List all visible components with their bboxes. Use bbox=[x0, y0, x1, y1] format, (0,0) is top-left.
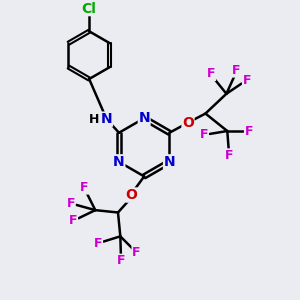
Text: F: F bbox=[232, 64, 241, 77]
Text: F: F bbox=[200, 128, 208, 141]
Text: Cl: Cl bbox=[82, 2, 97, 16]
Text: F: F bbox=[242, 74, 251, 88]
Text: O: O bbox=[182, 116, 194, 130]
Text: F: F bbox=[94, 236, 103, 250]
Text: N: N bbox=[113, 155, 125, 169]
Text: H: H bbox=[89, 113, 100, 126]
Text: F: F bbox=[207, 68, 215, 80]
Text: N: N bbox=[164, 155, 175, 169]
Text: O: O bbox=[126, 188, 138, 202]
Text: F: F bbox=[225, 149, 233, 162]
Text: F: F bbox=[132, 246, 141, 259]
Text: N: N bbox=[101, 112, 112, 126]
Text: F: F bbox=[80, 181, 88, 194]
Text: N: N bbox=[138, 111, 150, 125]
Text: F: F bbox=[117, 254, 125, 267]
Text: F: F bbox=[67, 197, 75, 210]
Text: F: F bbox=[69, 214, 77, 227]
Text: F: F bbox=[244, 124, 253, 137]
